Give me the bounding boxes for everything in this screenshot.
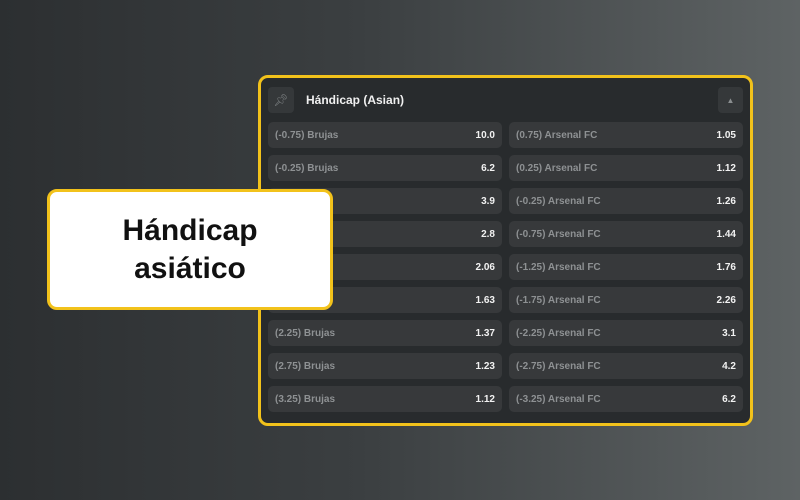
odds-value: 1.76 [716, 261, 736, 273]
market-title: Hándicap (Asian) [306, 93, 405, 107]
home-odds-button[interactable]: (-0.25) Brujas 6.2 [268, 155, 502, 181]
callout-label: Hándicap asiático [47, 189, 333, 310]
away-odds-button[interactable]: (0.75) Arsenal FC 1.05 [509, 122, 743, 148]
handicap-label: (0.25) Arsenal FC [516, 162, 598, 174]
away-odds-button[interactable]: (-0.75) Arsenal FC 1.44 [509, 221, 743, 247]
odds-value: 2.8 [481, 228, 495, 240]
away-odds-button[interactable]: (-1.75) Arsenal FC 2.26 [509, 287, 743, 313]
callout-line-2: asiático [134, 251, 246, 285]
away-odds-button[interactable]: (-2.75) Arsenal FC 4.2 [509, 353, 743, 379]
pin-button[interactable]: 📌︎ [268, 87, 294, 113]
odds-value: 2.26 [716, 294, 736, 306]
odds-value: 1.12 [716, 162, 736, 174]
handicap-label: (-2.25) Arsenal FC [516, 327, 601, 339]
handicap-label: (-1.75) Arsenal FC [516, 294, 601, 306]
handicap-label: (-1.25) Arsenal FC [516, 261, 601, 273]
handicap-label: (-0.25) Brujas [275, 162, 339, 174]
callout-line-1: Hándicap [122, 213, 258, 247]
away-odds-button[interactable]: (-0.25) Arsenal FC 1.26 [509, 188, 743, 214]
odds-value: 1.12 [475, 393, 495, 405]
handicap-label: (2.75) Brujas [275, 360, 336, 372]
home-odds-button[interactable]: (2.75) Brujas 1.23 [268, 353, 502, 379]
odds-value: 1.63 [475, 294, 495, 306]
handicap-label: (-0.75) Arsenal FC [516, 228, 601, 240]
odds-value: 1.26 [716, 195, 736, 207]
market-header: 📌︎ Hándicap (Asian) ▲ [261, 78, 750, 122]
odds-value: 6.2 [481, 162, 495, 174]
home-odds-button[interactable]: (-0.75) Brujas 10.0 [268, 122, 502, 148]
handicap-label: (0.75) Arsenal FC [516, 129, 598, 141]
odds-value: 1.05 [716, 129, 736, 141]
handicap-label: (-0.25) Arsenal FC [516, 195, 601, 207]
home-odds-button[interactable]: (2.25) Brujas 1.37 [268, 320, 502, 346]
odds-value: 3.1 [722, 327, 736, 339]
odds-value: 1.44 [716, 228, 736, 240]
handicap-label: (-3.25) Arsenal FC [516, 393, 601, 405]
odds-value: 1.23 [475, 360, 495, 372]
caret-up-icon: ▲ [726, 95, 735, 105]
odds-value: 2.06 [475, 261, 495, 273]
handicap-label: (3.25) Brujas [275, 393, 336, 405]
odds-value: 3.9 [481, 195, 495, 207]
home-odds-button[interactable]: (3.25) Brujas 1.12 [268, 386, 502, 412]
collapse-button[interactable]: ▲ [718, 87, 743, 113]
odds-grid: (-0.75) Brujas 10.0 (0.75) Arsenal FC 1.05(… [261, 122, 750, 412]
away-odds-button[interactable]: (-3.25) Arsenal FC 6.2 [509, 386, 743, 412]
odds-value: 6.2 [722, 393, 736, 405]
handicap-label: (2.25) Brujas [275, 327, 336, 339]
odds-value: 10.0 [475, 129, 495, 141]
away-odds-button[interactable]: (0.25) Arsenal FC 1.12 [509, 155, 743, 181]
pin-icon: 📌︎ [273, 93, 289, 107]
away-odds-button[interactable]: (-1.25) Arsenal FC 1.76 [509, 254, 743, 280]
odds-value: 1.37 [475, 327, 495, 339]
odds-value: 4.2 [722, 360, 736, 372]
handicap-label: (-2.75) Arsenal FC [516, 360, 601, 372]
handicap-label: (-0.75) Brujas [275, 129, 339, 141]
asian-handicap-market: 📌︎ Hándicap (Asian) ▲ (-0.75) Brujas 10.0… [258, 75, 753, 426]
away-odds-button[interactable]: (-2.25) Arsenal FC 3.1 [509, 320, 743, 346]
